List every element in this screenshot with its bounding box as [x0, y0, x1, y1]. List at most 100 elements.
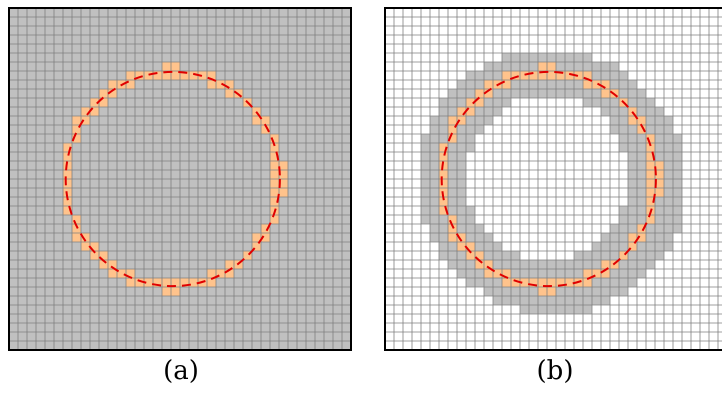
band-cell [520, 62, 529, 71]
band-cell [655, 206, 664, 215]
panel-b [384, 7, 722, 351]
interface-cell [171, 287, 180, 296]
interface-cell [270, 134, 279, 143]
band-cell [619, 224, 628, 233]
band-cell [610, 116, 619, 125]
band-cell [565, 287, 574, 296]
band-cell [628, 161, 637, 170]
band-cell [439, 116, 448, 125]
band-cell [457, 260, 466, 269]
interface-cell [81, 116, 90, 125]
band-cell [628, 125, 637, 134]
band-cell [457, 215, 466, 224]
band-cell [664, 197, 673, 206]
band-cell [457, 251, 466, 260]
band-cell [637, 206, 646, 215]
interface-cell [108, 269, 117, 278]
interface-cell [646, 170, 655, 179]
band-cell [520, 89, 529, 98]
band-cell [529, 287, 538, 296]
band-cell [502, 53, 511, 62]
band-cell [664, 179, 673, 188]
interface-cell [180, 71, 189, 80]
interface-cell [99, 89, 108, 98]
band-cell [637, 89, 646, 98]
band-cell [529, 62, 538, 71]
band-cell [520, 269, 529, 278]
band-cell [619, 260, 628, 269]
band-cell [439, 134, 448, 143]
interface-cell [207, 278, 216, 287]
band-cell [601, 98, 610, 107]
band-cell [664, 215, 673, 224]
interface-cell [63, 197, 72, 206]
band-cell [583, 305, 592, 314]
interface-cell [90, 251, 99, 260]
interface-cell [108, 260, 117, 269]
interface-cell [493, 269, 502, 278]
band-cell [664, 143, 673, 152]
interface-cell [153, 278, 162, 287]
band-cell [601, 233, 610, 242]
band-cell [637, 269, 646, 278]
band-cell [592, 71, 601, 80]
interface-cell [547, 287, 556, 296]
interface-cell [619, 251, 628, 260]
band-cell [637, 260, 646, 269]
band-cell [421, 143, 430, 152]
band-cell [565, 89, 574, 98]
band-cell [646, 233, 655, 242]
band-cell [484, 287, 493, 296]
interface-cell [466, 107, 475, 116]
band-cell [619, 242, 628, 251]
band-cell [439, 125, 448, 134]
band-cell [511, 296, 520, 305]
band-cell [484, 116, 493, 125]
band-cell [664, 116, 673, 125]
panel-a [8, 7, 352, 351]
interface-cell [270, 197, 279, 206]
band-cell [439, 233, 448, 242]
interface-cell [81, 107, 90, 116]
interface-cell [198, 71, 207, 80]
band-cell [628, 188, 637, 197]
band-cell [466, 89, 475, 98]
band-cell [664, 206, 673, 215]
band-cell [466, 260, 475, 269]
band-cell [574, 269, 583, 278]
interface-curve [440, 70, 657, 288]
band-cell [664, 242, 673, 251]
band-cell [484, 98, 493, 107]
band-cell [619, 278, 628, 287]
band-cell [511, 62, 520, 71]
band-cell [628, 179, 637, 188]
band-cell [493, 278, 502, 287]
band-cell [547, 80, 556, 89]
band-cell [466, 134, 475, 143]
interface-cell [225, 89, 234, 98]
interface-cell [243, 251, 252, 260]
interface-cell [637, 224, 646, 233]
interface-cell [72, 215, 81, 224]
interface-cell [99, 251, 108, 260]
interface-cell [529, 278, 538, 287]
interface-cell [225, 269, 234, 278]
interface-cell [117, 269, 126, 278]
band-cell [538, 89, 547, 98]
band-cell [421, 215, 430, 224]
interface-cell [90, 98, 99, 107]
interface-cell [520, 71, 529, 80]
band-cell [628, 143, 637, 152]
interface-cell [90, 107, 99, 116]
band-cell [565, 269, 574, 278]
band-cell [592, 251, 601, 260]
band-cell [574, 53, 583, 62]
interface-cell [538, 287, 547, 296]
band-cell [556, 53, 565, 62]
band-cell [664, 224, 673, 233]
band-cell [457, 179, 466, 188]
interface-cell [466, 242, 475, 251]
band-cell [610, 242, 619, 251]
interface-cell [601, 260, 610, 269]
interface-cell [72, 134, 81, 143]
